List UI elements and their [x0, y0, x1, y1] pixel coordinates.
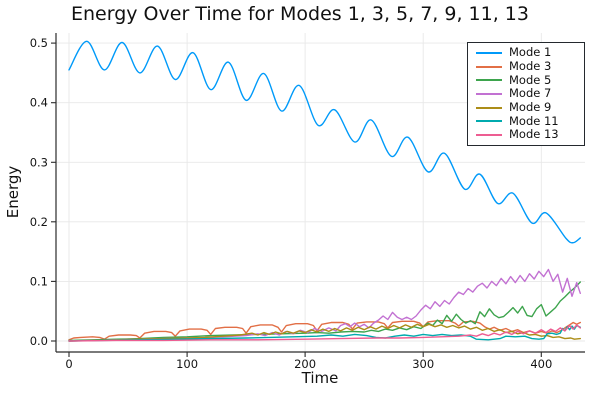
- series-line-mode-9: [68, 323, 581, 342]
- legend-line-swatch: [476, 92, 502, 95]
- legend-item-mode-5: Mode 5: [476, 73, 582, 87]
- legend-line-swatch: [476, 65, 502, 68]
- x-tick-label: 100: [176, 357, 198, 371]
- series-line-mode-3: [68, 320, 581, 341]
- legend-label: Mode 11: [509, 113, 559, 128]
- y-axis-label: Energy: [4, 165, 22, 219]
- legend-item-mode-1: Mode 1: [476, 46, 582, 60]
- series-line-mode-7: [68, 268, 581, 342]
- legend-item-mode-9: Mode 9: [476, 101, 582, 115]
- legend-item-mode-3: Mode 3: [476, 60, 582, 74]
- legend-label: Mode 13: [509, 127, 559, 142]
- legend-line-swatch: [476, 106, 502, 109]
- legend-line-swatch: [476, 79, 502, 82]
- legend-label: Mode 3: [509, 59, 552, 74]
- x-tick-label: 400: [530, 357, 552, 371]
- series-line-mode-1: [68, 40, 581, 244]
- x-axis-label: Time: [301, 369, 339, 387]
- chart-title: Energy Over Time for Modes 1, 3, 5, 7, 9…: [71, 3, 529, 25]
- series-line-mode-5: [68, 281, 581, 342]
- legend-line-swatch: [476, 120, 502, 123]
- legend: Mode 1 Mode 3 Mode 5 Mode 7 Mode 9 Mode 11 Mod…: [467, 42, 585, 146]
- y-tick-label: 0.0: [30, 334, 48, 348]
- legend-item-mode-7: Mode 7: [476, 87, 582, 101]
- x-tick-label: 0: [65, 357, 72, 371]
- series-line-mode-13: [68, 324, 581, 342]
- y-tick-label: 0.2: [30, 215, 48, 229]
- legend-label: Mode 1: [509, 45, 552, 60]
- legend-line-swatch: [476, 133, 502, 136]
- legend-label: Mode 5: [509, 72, 552, 87]
- legend-label: Mode 7: [509, 86, 552, 101]
- y-tick-label: 0.4: [30, 96, 48, 110]
- legend-label: Mode 9: [509, 100, 552, 115]
- y-tick-label: 0.5: [30, 36, 48, 50]
- series-line-mode-11: [68, 324, 581, 342]
- y-tick-label: 0.3: [30, 155, 48, 169]
- x-tick-label: 300: [412, 357, 434, 371]
- legend-item-mode-11: Mode 11: [476, 114, 582, 128]
- legend-line-swatch: [476, 51, 502, 54]
- x-tick-label: 200: [294, 357, 316, 371]
- legend-item-mode-13: Mode 13: [476, 128, 582, 142]
- y-tick-label: 0.1: [30, 274, 48, 288]
